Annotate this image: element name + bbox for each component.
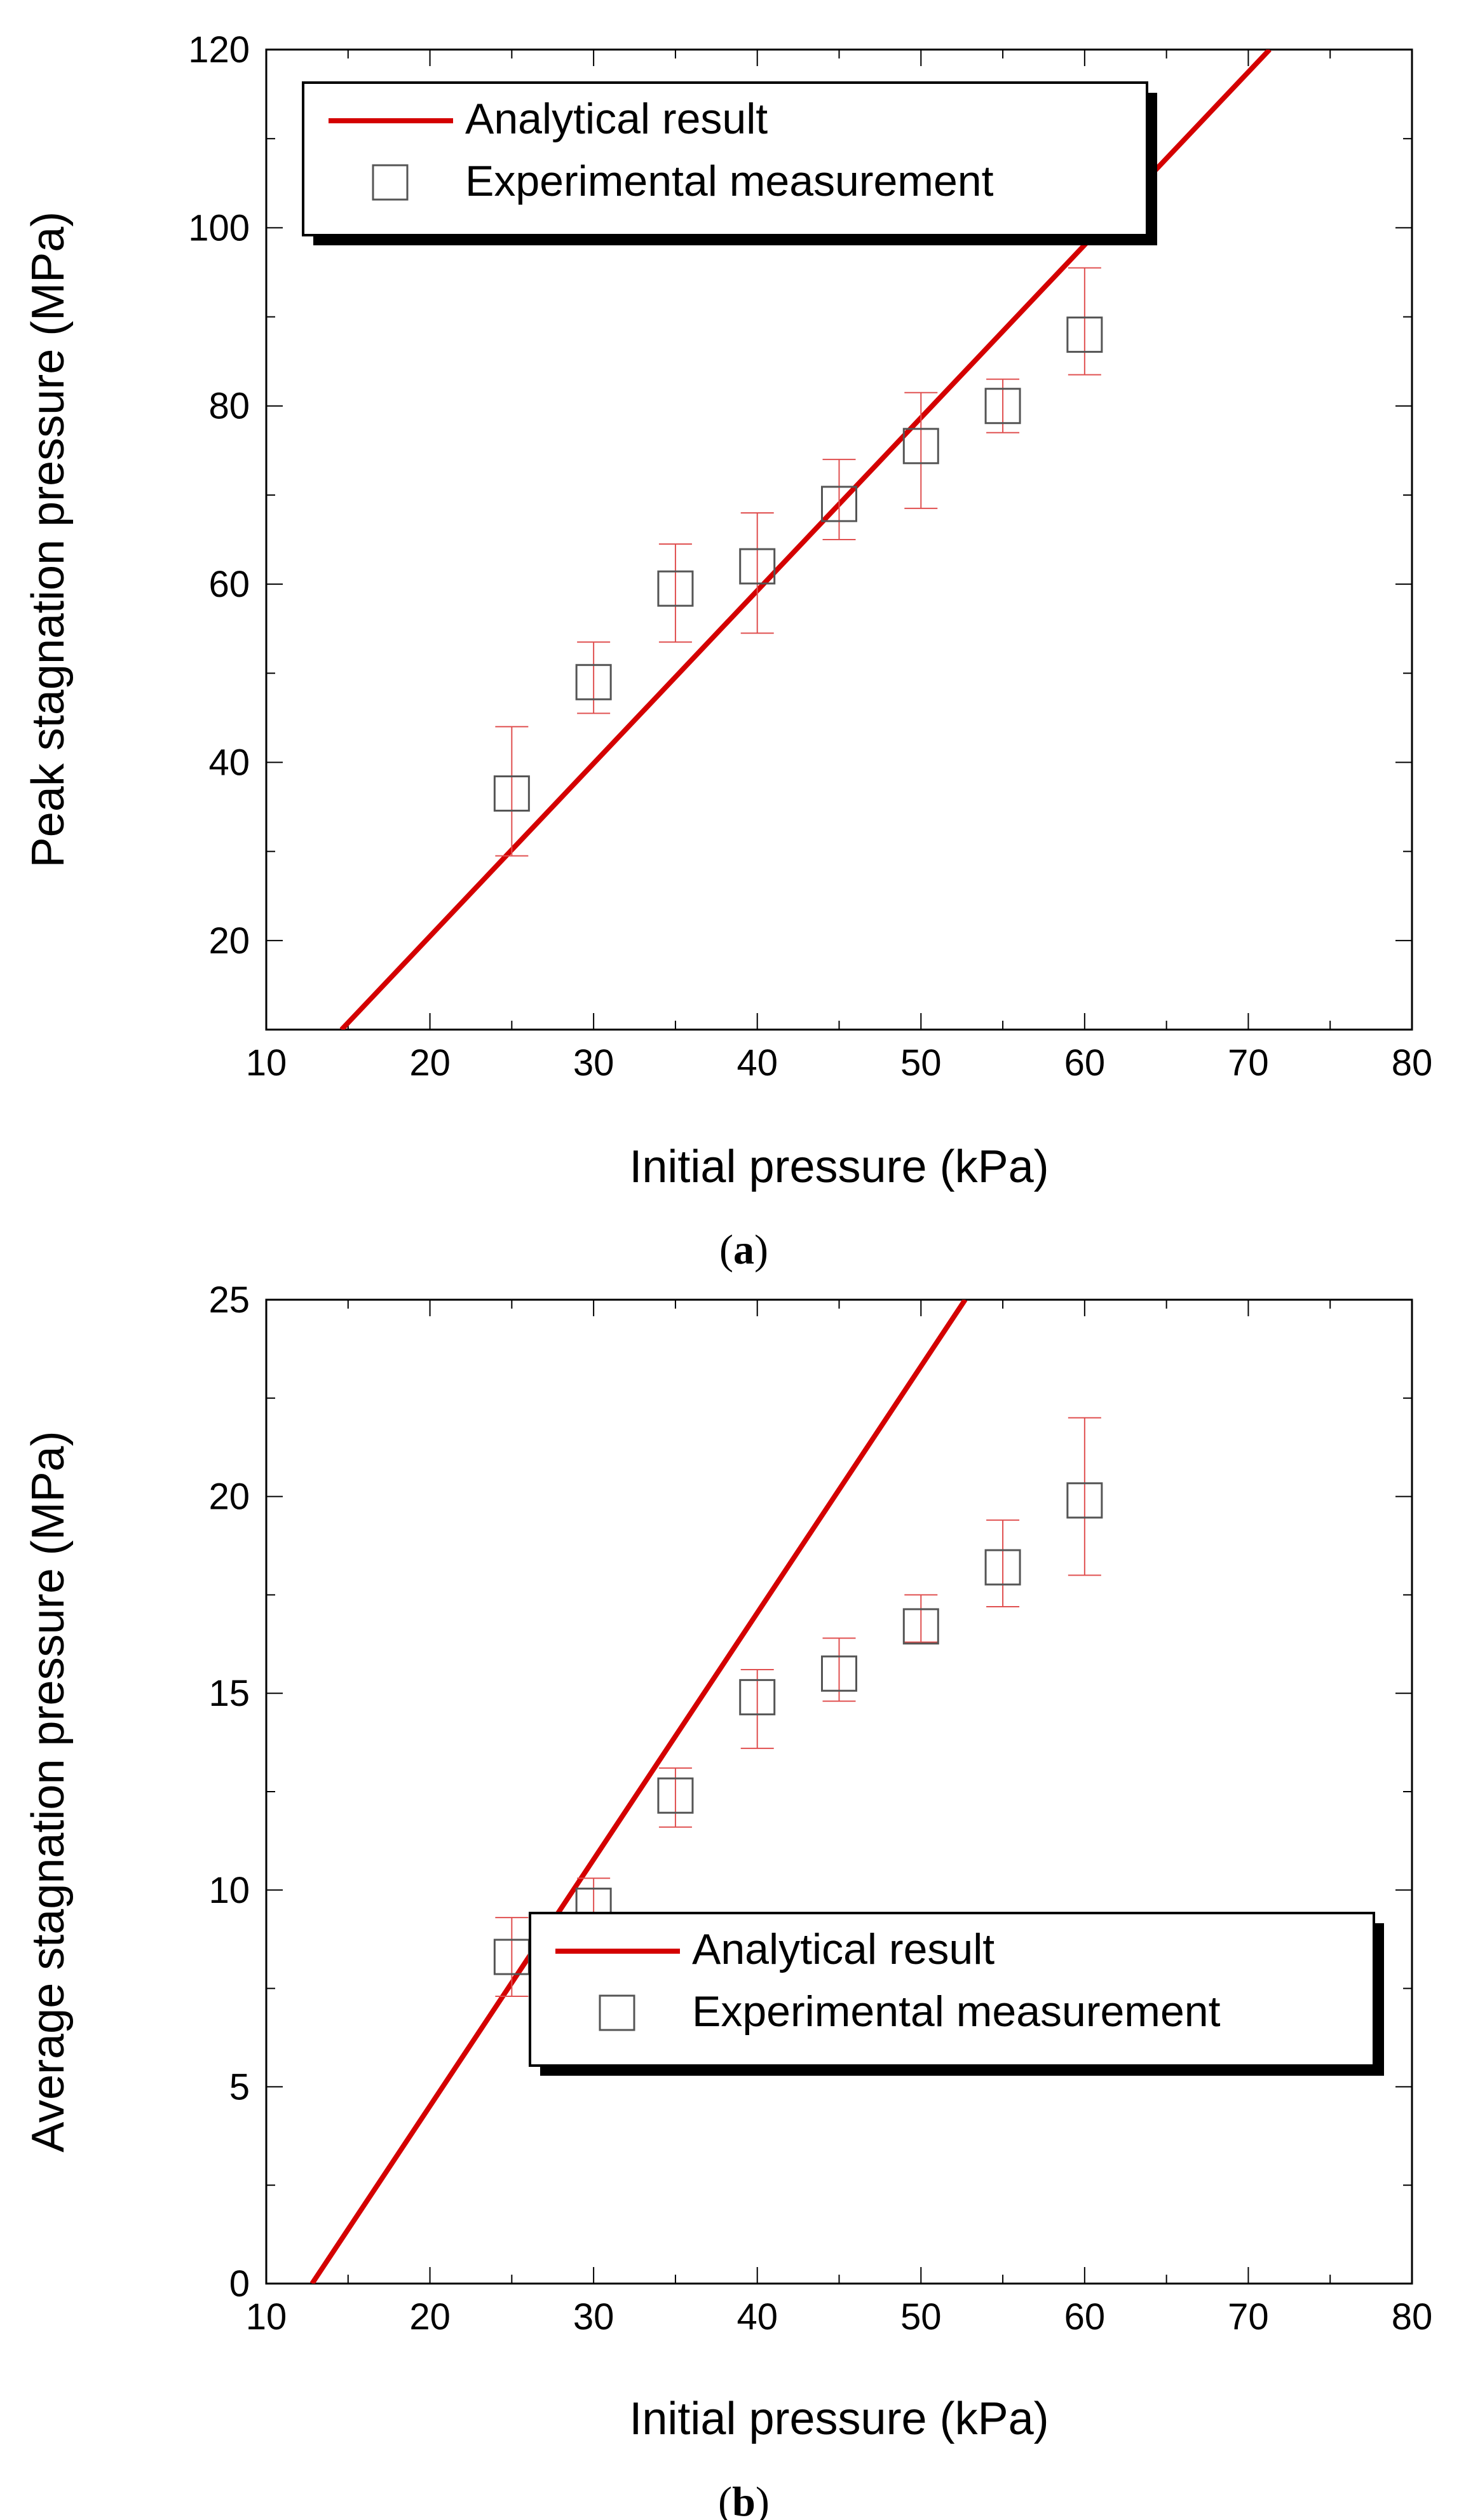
plot-frame [265,1298,1413,2285]
caption-letter: a [733,1227,754,1273]
legend-square-swatch [372,164,409,201]
caption-close-paren: ) [754,1227,768,1273]
legend: Analytical result Experimental measuremen… [529,1912,1384,2076]
y-axis-title: Peak stagnation pressure (MPa) [23,212,74,868]
x-tick-label: 60 [1064,1042,1106,1084]
x-tick-label: 10 [246,2296,287,2338]
experimental-point-marker [739,1679,776,1715]
caption-close-paren: ) [756,2479,770,2520]
experimental-point-marker [984,388,1021,425]
analytical-result-line [309,1300,968,2284]
experimental-point-marker [575,664,612,700]
figure-caption: (b) [718,2479,770,2520]
x-axis-title: Initial pressure (kPa) [629,2394,1049,2444]
y-tick-label: 5 [229,2066,250,2108]
x-tick-label: 50 [900,1042,942,1084]
y-tick-label: 20 [208,920,250,962]
x-tick-label: 30 [573,1042,614,1084]
x-tick-label: 30 [573,2296,614,2338]
x-tick-label: 50 [900,2296,942,2338]
y-tick-label: 40 [208,742,250,783]
figure-caption: (a) [719,1227,768,1273]
x-axis-title: Initial pressure (kPa) [629,1141,1049,1192]
x-tick-label: 80 [1392,2296,1433,2338]
plot-area [309,1300,1103,2284]
y-tick-label: 25 [208,1279,250,1321]
experimental-point-marker [493,775,530,812]
y-tick-label: 60 [208,564,250,605]
legend-label-experimental: Experimental measurement [692,1987,1221,2036]
x-tick-label: 20 [409,1042,451,1084]
x-tick-label: 80 [1392,1042,1433,1084]
legend-square-swatch [599,1994,635,2031]
experimental-point-marker [984,1549,1021,1586]
caption-letter: b [732,2479,756,2520]
x-tick-label: 40 [736,2296,778,2338]
x-tick-label: 20 [409,2296,451,2338]
y-tick-label: 20 [208,1476,250,1518]
x-tick-label: 70 [1228,2296,1269,2338]
legend-box [302,81,1148,236]
chart-a: 10 20 30 40 50 60 70 80 20 40 60 80 100 120 Initial pr… [23,29,1432,1273]
experimental-point-marker [902,1608,939,1645]
legend-label-analytical: Analytical result [465,95,768,143]
legend-label-analytical: Analytical result [692,1925,994,1973]
experimental-point-marker [1066,1482,1103,1519]
legend-box [529,1912,1375,2067]
experimental-point-marker [821,486,857,522]
x-tick-label: 40 [736,1042,778,1084]
caption-open-paren: ( [718,2479,732,2520]
x-tick-label: 60 [1064,2296,1106,2338]
x-tick-label: 70 [1228,1042,1269,1084]
experimental-point-marker [657,570,694,607]
y-tick-label: 10 [208,1870,250,1911]
experimental-point-marker [902,428,939,465]
y-tick-label: 80 [208,386,250,427]
y-tick-label: 15 [208,1673,250,1714]
x-tick-label: 10 [246,1042,287,1084]
experimental-point-marker [821,1655,857,1692]
y-tick-label: 100 [188,207,250,249]
legend: Analytical result Experimental measuremen… [302,81,1157,245]
chart-b: 10 20 30 40 50 60 70 80 0 5 10 15 20 25 Initial pressu… [23,1279,1432,2520]
y-axis-title: Average stagnation pressure (MPa) [23,1431,74,2152]
legend-label-experimental: Experimental measurement [465,157,994,205]
caption-open-paren: ( [719,1227,733,1273]
experimental-point-marker [739,548,776,585]
experimental-point-marker [1066,317,1103,353]
y-tick-label: 0 [229,2263,250,2305]
experimental-point-marker [657,1777,694,1814]
y-tick-label: 120 [188,29,250,71]
